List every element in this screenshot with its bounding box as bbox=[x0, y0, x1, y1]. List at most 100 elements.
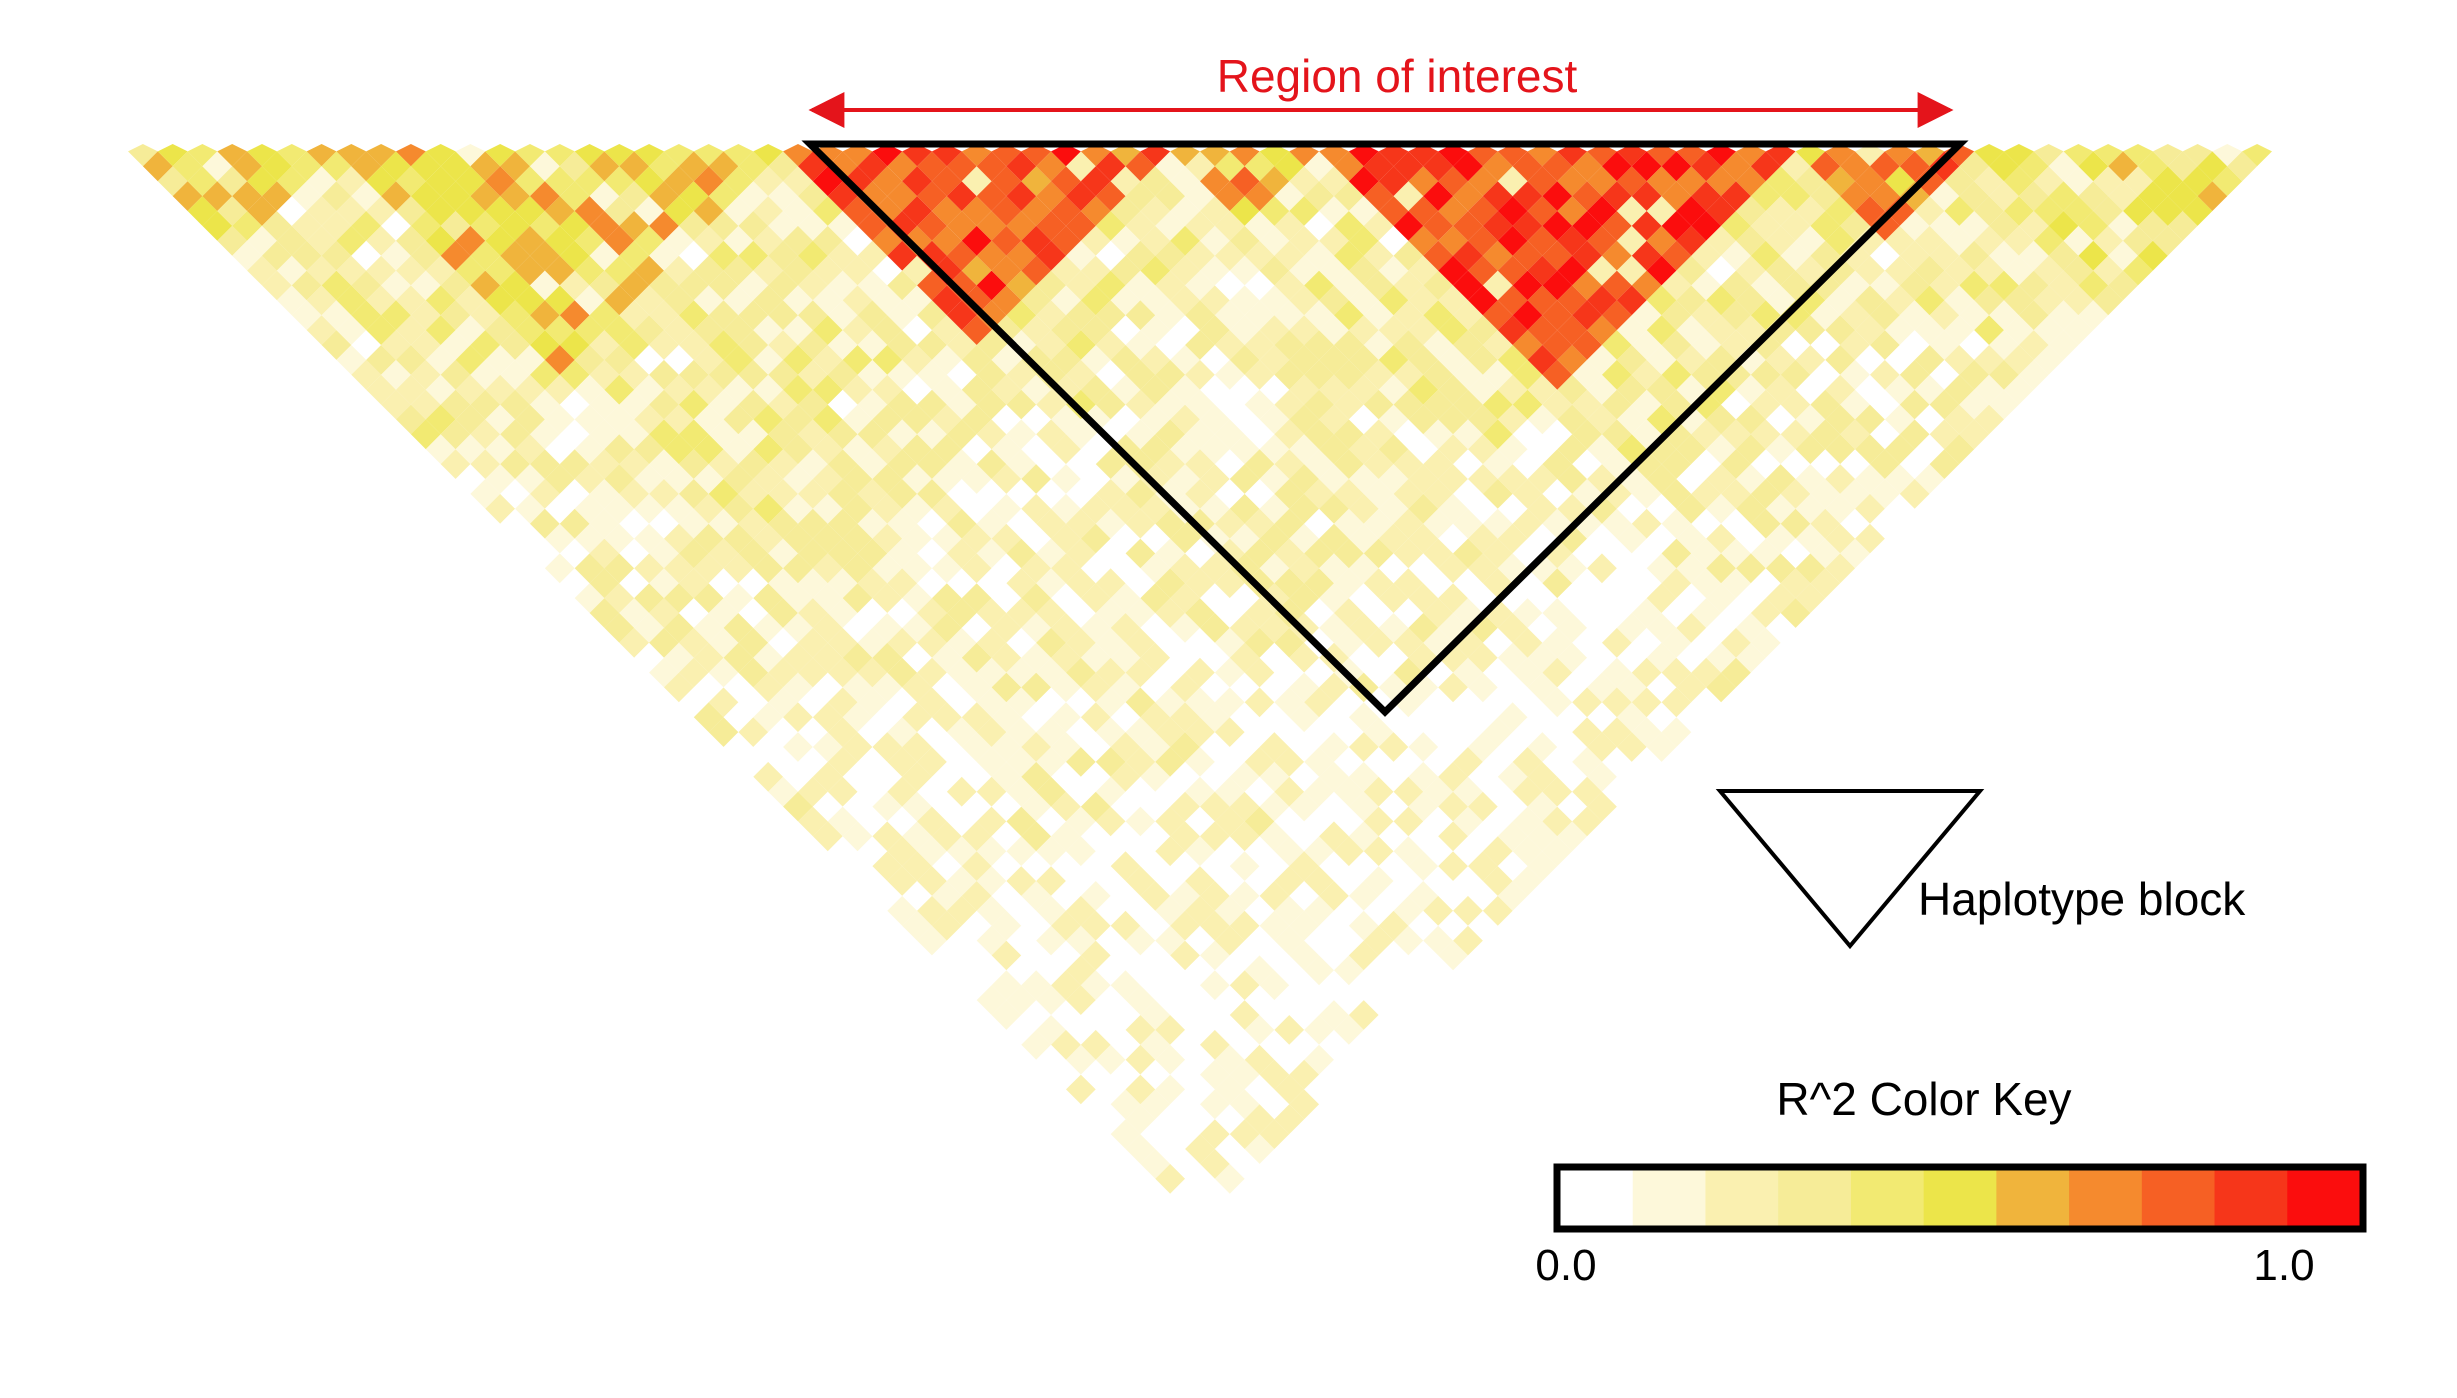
ld-cell bbox=[2108, 270, 2138, 301]
ld-cell bbox=[1125, 538, 1156, 569]
ld-cell bbox=[1602, 717, 1632, 747]
ld-cell bbox=[559, 211, 590, 241]
ld-cell bbox=[1080, 791, 1111, 822]
ld-cell bbox=[1661, 359, 1692, 390]
ld-cell bbox=[1989, 270, 2019, 301]
ld-cell bbox=[1155, 389, 1186, 420]
ld-cell bbox=[1200, 702, 1230, 733]
ld-cell bbox=[1200, 144, 1230, 167]
ld-cell bbox=[693, 464, 724, 494]
ld-cell bbox=[1706, 434, 1736, 465]
ld-cell bbox=[1870, 330, 1900, 360]
ld-cell bbox=[1274, 806, 1305, 837]
ld-cell bbox=[2182, 196, 2213, 226]
ld-cell bbox=[1274, 925, 1305, 956]
ld-cell bbox=[1423, 627, 1454, 658]
ld-cell bbox=[1691, 449, 1722, 479]
ld-cell bbox=[1423, 181, 1454, 211]
ld-cell bbox=[693, 285, 724, 316]
ld-cell bbox=[1066, 598, 1096, 628]
ld-cell bbox=[306, 255, 337, 286]
ld-cell bbox=[1110, 642, 1141, 673]
ld-cell bbox=[976, 985, 1007, 1015]
ld-cell bbox=[798, 687, 828, 718]
ld-cell bbox=[1304, 836, 1334, 867]
ld-cell bbox=[1036, 955, 1066, 986]
ld-cell bbox=[1289, 702, 1320, 733]
ld-cell bbox=[1140, 672, 1171, 703]
ld-cell bbox=[1423, 151, 1454, 182]
ld-cell bbox=[604, 464, 635, 494]
ld-cell bbox=[1795, 196, 1826, 226]
ld-cell bbox=[1051, 672, 1081, 703]
ld-cell bbox=[1170, 1178, 1200, 1209]
ld-cell bbox=[1453, 657, 1483, 688]
ld-cell bbox=[1066, 776, 1096, 807]
ld-cell bbox=[1229, 791, 1260, 822]
ld-cell bbox=[619, 419, 650, 450]
ld-cell bbox=[574, 315, 605, 345]
ld-cell bbox=[1512, 657, 1543, 688]
ld-cell bbox=[842, 196, 873, 226]
ld-cell bbox=[842, 404, 873, 435]
ld-cell bbox=[1170, 881, 1200, 911]
ld-cell bbox=[336, 144, 367, 167]
ld-cell bbox=[351, 181, 382, 211]
ld-cell bbox=[649, 449, 679, 479]
ld-cell bbox=[1021, 1029, 1052, 1060]
ld-cell bbox=[1274, 538, 1305, 569]
ld-cell bbox=[306, 285, 337, 316]
ld-cell bbox=[1155, 627, 1186, 658]
ld-cell bbox=[991, 144, 1022, 167]
ld-cell bbox=[1393, 776, 1424, 807]
ld-cell bbox=[1661, 151, 1692, 182]
ld-cell bbox=[664, 642, 694, 673]
ld-cell bbox=[1453, 300, 1483, 331]
ld-cell bbox=[1393, 806, 1424, 837]
ld-cell bbox=[1066, 955, 1096, 986]
ld-cell bbox=[1780, 181, 1811, 211]
ld-cell bbox=[619, 627, 650, 658]
ld-cell bbox=[396, 144, 426, 167]
ld-cell bbox=[1259, 255, 1290, 286]
ld-cell bbox=[1646, 144, 1677, 167]
ld-cell bbox=[783, 523, 813, 554]
ld-cell bbox=[1125, 1074, 1156, 1105]
ld-cell bbox=[1780, 359, 1811, 390]
ld-cell bbox=[1304, 925, 1334, 956]
ld-cell bbox=[2063, 196, 2094, 226]
ld-cell bbox=[500, 479, 530, 509]
ld-cell bbox=[1468, 374, 1498, 405]
ld-cell bbox=[857, 419, 888, 450]
ld-cell bbox=[1468, 255, 1498, 286]
ld-cell bbox=[1244, 1104, 1275, 1135]
ld-cell bbox=[1066, 300, 1096, 331]
ld-cell bbox=[1512, 181, 1543, 211]
ld-cell bbox=[1140, 791, 1171, 822]
ld-cell bbox=[1736, 144, 1766, 167]
ld-cell bbox=[1974, 345, 2004, 375]
ld-cell bbox=[1691, 508, 1722, 539]
ld-cell bbox=[1512, 687, 1543, 718]
ld-cell bbox=[1214, 657, 1245, 688]
ld-cell bbox=[1468, 285, 1498, 316]
ld-cell bbox=[1363, 240, 1394, 271]
ld-cell bbox=[1602, 627, 1632, 658]
ld-cell bbox=[1438, 881, 1468, 911]
ld-cell bbox=[753, 553, 784, 584]
ld-cell bbox=[1021, 672, 1052, 703]
ld-cell bbox=[991, 761, 1022, 792]
ld-cell bbox=[1170, 345, 1200, 375]
ld-cell bbox=[827, 627, 858, 658]
ld-cell bbox=[1021, 761, 1052, 792]
ld-cell bbox=[1051, 821, 1081, 852]
ld-cell bbox=[932, 255, 962, 286]
ld-cell bbox=[1631, 151, 1662, 182]
ld-cell bbox=[589, 508, 620, 539]
ld-cell bbox=[1825, 374, 1856, 405]
ld-cell bbox=[1110, 1000, 1141, 1030]
ld-cell bbox=[1244, 1044, 1275, 1075]
ld-cell bbox=[544, 144, 575, 167]
ld-cell bbox=[1051, 1000, 1081, 1030]
ld-cell bbox=[649, 538, 679, 569]
